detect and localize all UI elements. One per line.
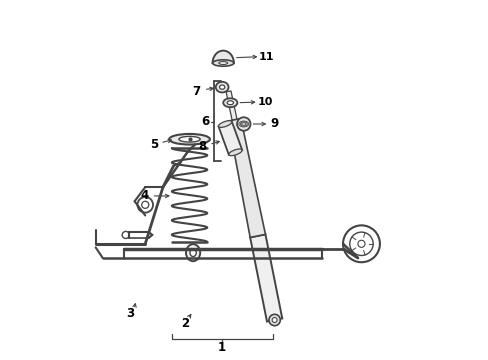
- Text: 8: 8: [198, 140, 205, 153]
- Ellipse shape: [179, 136, 200, 142]
- Text: 11: 11: [258, 51, 274, 62]
- Text: 4: 4: [140, 189, 148, 202]
- Text: 9: 9: [270, 117, 278, 130]
- Polygon shape: [225, 91, 237, 120]
- Text: 10: 10: [257, 97, 272, 107]
- Text: 3: 3: [126, 307, 134, 320]
- Ellipse shape: [223, 98, 237, 107]
- Ellipse shape: [228, 149, 242, 156]
- Polygon shape: [250, 234, 282, 321]
- Polygon shape: [218, 122, 242, 155]
- Text: 7: 7: [192, 85, 200, 98]
- Ellipse shape: [219, 85, 224, 89]
- Ellipse shape: [215, 82, 228, 93]
- Circle shape: [272, 318, 277, 323]
- Ellipse shape: [189, 249, 196, 257]
- Ellipse shape: [218, 121, 231, 127]
- Text: 5: 5: [150, 138, 158, 151]
- Text: 1: 1: [218, 341, 226, 354]
- Circle shape: [268, 314, 280, 326]
- Ellipse shape: [169, 134, 209, 145]
- Ellipse shape: [212, 60, 233, 66]
- Ellipse shape: [226, 101, 233, 105]
- Ellipse shape: [185, 244, 200, 261]
- Ellipse shape: [237, 117, 250, 131]
- Polygon shape: [212, 51, 233, 63]
- Polygon shape: [228, 118, 265, 238]
- Ellipse shape: [218, 62, 227, 64]
- Text: 2: 2: [181, 317, 189, 330]
- Text: 6: 6: [201, 115, 209, 128]
